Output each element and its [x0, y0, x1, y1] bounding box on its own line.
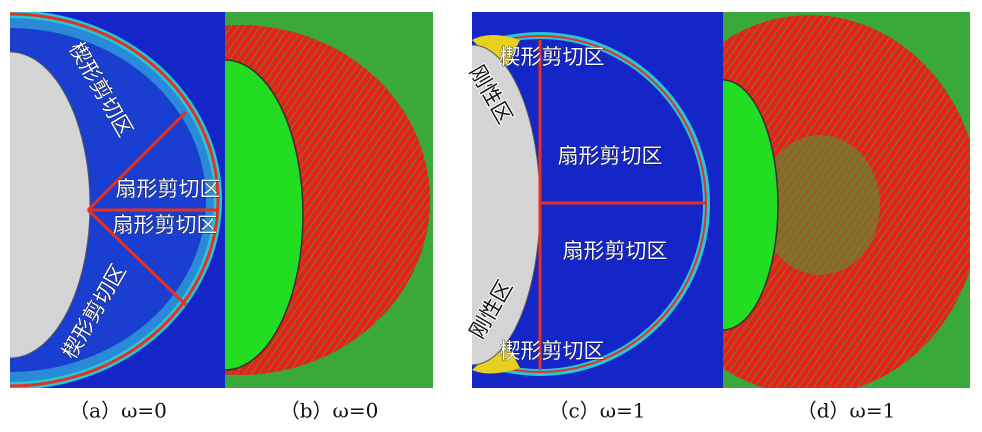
zone-label: 楔形剪切区 [500, 45, 605, 69]
panel-caption: （a）ω=0 [69, 399, 167, 423]
panel-b-field [225, 12, 433, 388]
panel-caption: （d）ω=1 [797, 399, 896, 423]
panel-c-field [472, 12, 723, 388]
panel-caption: （c）ω=1 [549, 399, 646, 423]
zone-label: 扇形剪切区 [563, 239, 668, 263]
zone-label: 扇形剪切区 [558, 144, 663, 168]
panel-d-field [723, 12, 970, 388]
zone-label: 扇形剪切区 [116, 177, 221, 201]
zone-label: 楔形剪切区 [500, 339, 605, 363]
panel-a-field [10, 12, 225, 388]
zone-label: 扇形剪切区 [113, 213, 218, 237]
panel-caption: （b）ω=0 [280, 399, 379, 423]
